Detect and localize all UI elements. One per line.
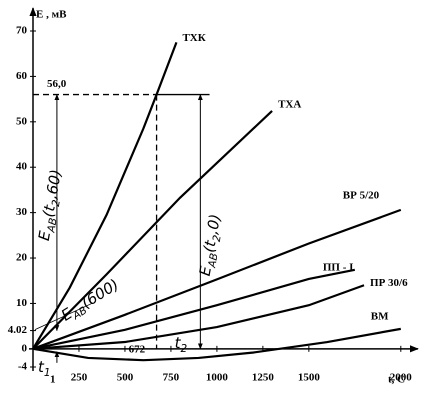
- x-axis-label: t, C: [388, 374, 405, 386]
- series-line: [32, 41, 178, 350]
- y-tick-label: 10: [16, 297, 28, 309]
- y-tick-label: 4.02: [8, 324, 28, 336]
- annotation: EAB(t2,0): [195, 213, 227, 278]
- annotation-part: E: [34, 229, 53, 242]
- level-label: 56,0: [47, 78, 67, 90]
- series-line: [32, 110, 273, 350]
- annotation-part: AB: [206, 252, 220, 269]
- x-tick-label: 2000: [390, 372, 413, 384]
- t2-label-part: t: [175, 333, 182, 351]
- t2-value-label: 672: [129, 343, 146, 355]
- series-line: [32, 268, 356, 350]
- x-tick-label: 500: [117, 372, 134, 384]
- annotation-part: 2: [211, 234, 224, 243]
- y-tick-label: 20: [16, 252, 28, 264]
- x-tick-label: 1000: [206, 372, 229, 384]
- y-tick-label: 60: [16, 70, 28, 82]
- series-line: [32, 327, 401, 362]
- t1-label: t1: [38, 357, 51, 379]
- annotation-part: ,60): [42, 168, 65, 200]
- y-tick-label: -4: [18, 361, 28, 373]
- annotation-part: 2: [50, 198, 63, 207]
- x-tick-label: 1500: [298, 372, 321, 384]
- series-label: ТХК: [182, 32, 205, 44]
- x-tick-label: 1250: [252, 372, 275, 384]
- series-label: ВР 5/20: [343, 189, 380, 201]
- leader-600: [34, 303, 93, 330]
- series-label: ПР 30/6: [370, 277, 408, 289]
- y-tick-label: 0: [22, 342, 28, 354]
- y-axis-label: E , мВ: [36, 9, 67, 21]
- y-tick-label: 50: [16, 115, 28, 127]
- series-label: ПП - I: [323, 261, 354, 273]
- series-line: [32, 208, 402, 350]
- annotation: EAB(t2,60): [34, 168, 68, 243]
- annotation-part: E: [195, 264, 214, 277]
- series-label: ВМ: [371, 310, 389, 322]
- annotation-part: (t: [39, 203, 59, 219]
- t2-label: t2: [175, 333, 188, 355]
- x-tick-label: 750: [163, 372, 180, 384]
- annotation-part: AB: [45, 217, 59, 234]
- y-tick-label: 30: [16, 206, 28, 218]
- x-tick-label: 250: [71, 372, 88, 384]
- t2-label-part: 2: [180, 343, 187, 355]
- y-tick-label: 70: [16, 25, 28, 37]
- annotation-part: (t: [199, 238, 219, 254]
- series-line: [32, 284, 365, 350]
- t1-label-part: 1: [44, 367, 51, 379]
- annotation-part: ,0): [203, 213, 224, 236]
- t1-label-part: t: [38, 357, 45, 375]
- y-tick-label: 40: [16, 161, 28, 173]
- t1-tick-label: 1: [50, 374, 56, 386]
- series-label: ТХА: [278, 98, 301, 110]
